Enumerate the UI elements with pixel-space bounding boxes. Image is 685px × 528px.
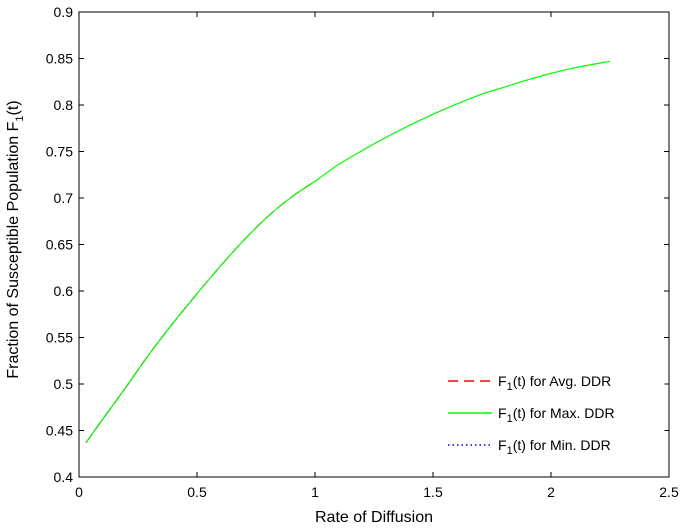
legend-label-suffix: (t) for Avg. DDR (513, 373, 612, 389)
series-layer (85, 60, 611, 443)
y-tick-label: 0.55 (46, 330, 73, 346)
y-tick-label: 0.45 (46, 423, 73, 439)
x-tick-label: 0.5 (187, 484, 207, 500)
y-tick-label: 0.85 (46, 51, 73, 67)
legend-label-prefix: F (498, 437, 507, 453)
legend-label-suffix: (t) for Min. DDR (513, 437, 611, 453)
legend-label-subscript: 1 (507, 381, 513, 393)
x-axis: 0 0.5 1 1.5 2 2.5 (75, 12, 679, 500)
x-axis-title: Rate of Diffusion (315, 509, 433, 526)
y-tick-label: 0.65 (46, 237, 73, 253)
series-line-solid (85, 60, 611, 443)
y-tick-label: 0.4 (54, 469, 74, 485)
legend-label-prefix: F (498, 405, 507, 421)
y-axis: 0.4 0.45 0.5 0.55 0.6 0.65 0.7 0.75 0.8 0.85 0.9 (46, 4, 669, 485)
legend-label-subscript: 1 (507, 445, 513, 457)
y-tick-label: 0.6 (54, 283, 74, 299)
y-axis-title: Fraction of Susceptible Population F1(t) (5, 100, 26, 378)
x-tick-label: 2.5 (659, 484, 679, 500)
y-axis-title-subscript: 1 (14, 115, 26, 121)
y-tick-label: 0.9 (54, 4, 74, 20)
legend-label-prefix: F (498, 373, 507, 389)
legend-label: F1(t) for Avg. DDR (498, 373, 611, 393)
legend-label-suffix: (t) for Max. DDR (513, 405, 615, 421)
legend-label: F1(t) for Min. DDR (498, 437, 611, 457)
y-tick-label: 0.7 (54, 190, 74, 206)
y-axis-title-tail: (t) (5, 100, 22, 115)
legend-label-subscript: 1 (507, 413, 513, 425)
x-tick-label: 1.5 (423, 484, 443, 500)
x-tick-label: 1 (311, 484, 319, 500)
x-tick-label: 0 (75, 484, 83, 500)
legend-label: F1(t) for Max. DDR (498, 405, 615, 425)
y-tick-label: 0.5 (54, 376, 74, 392)
y-tick-label: 0.8 (54, 97, 74, 113)
y-axis-title-main: Fraction of Susceptible Population F (5, 121, 22, 378)
y-tick-label: 0.75 (46, 144, 73, 160)
x-tick-label: 2 (547, 484, 555, 500)
